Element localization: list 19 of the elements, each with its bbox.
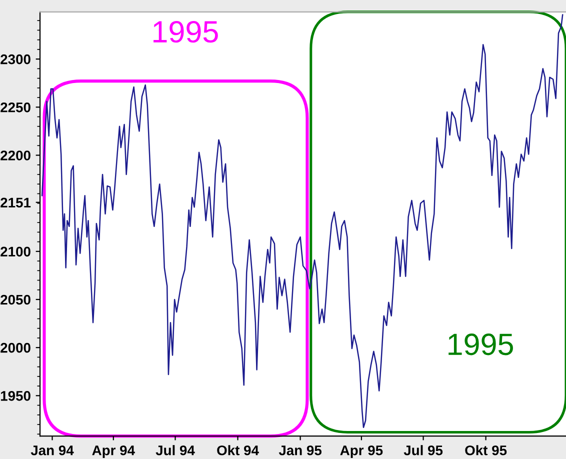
- x-tick-label: Apr 94: [92, 445, 135, 458]
- x-tick-label: Jul 95: [404, 445, 443, 456]
- y-tick-label: 2151: [0, 198, 31, 208]
- annotation: 1995: [448, 334, 513, 356]
- x-tick-label: Apr 95: [340, 445, 383, 458]
- y-tick-label: 2300: [0, 54, 30, 64]
- y-tick-label: 2050: [0, 294, 30, 305]
- x-tick-label: Jul 94: [156, 445, 195, 456]
- y-tick-label: 1950: [0, 390, 30, 401]
- line-series: [41, 14, 564, 428]
- x-tick-label: Jan 95: [278, 445, 322, 456]
- x-tick-label: Okt 94: [217, 445, 259, 456]
- annotation: 1995: [154, 20, 218, 43]
- y-tick-label: 2100: [0, 246, 30, 257]
- y-tick-label: 2250: [0, 102, 30, 112]
- y-tick-label: 2200: [0, 150, 30, 160]
- x-tick-label: Okt 95: [465, 445, 507, 456]
- x-tick-label: Jan 94: [30, 445, 74, 456]
- y-tick-label: 2000: [0, 342, 30, 353]
